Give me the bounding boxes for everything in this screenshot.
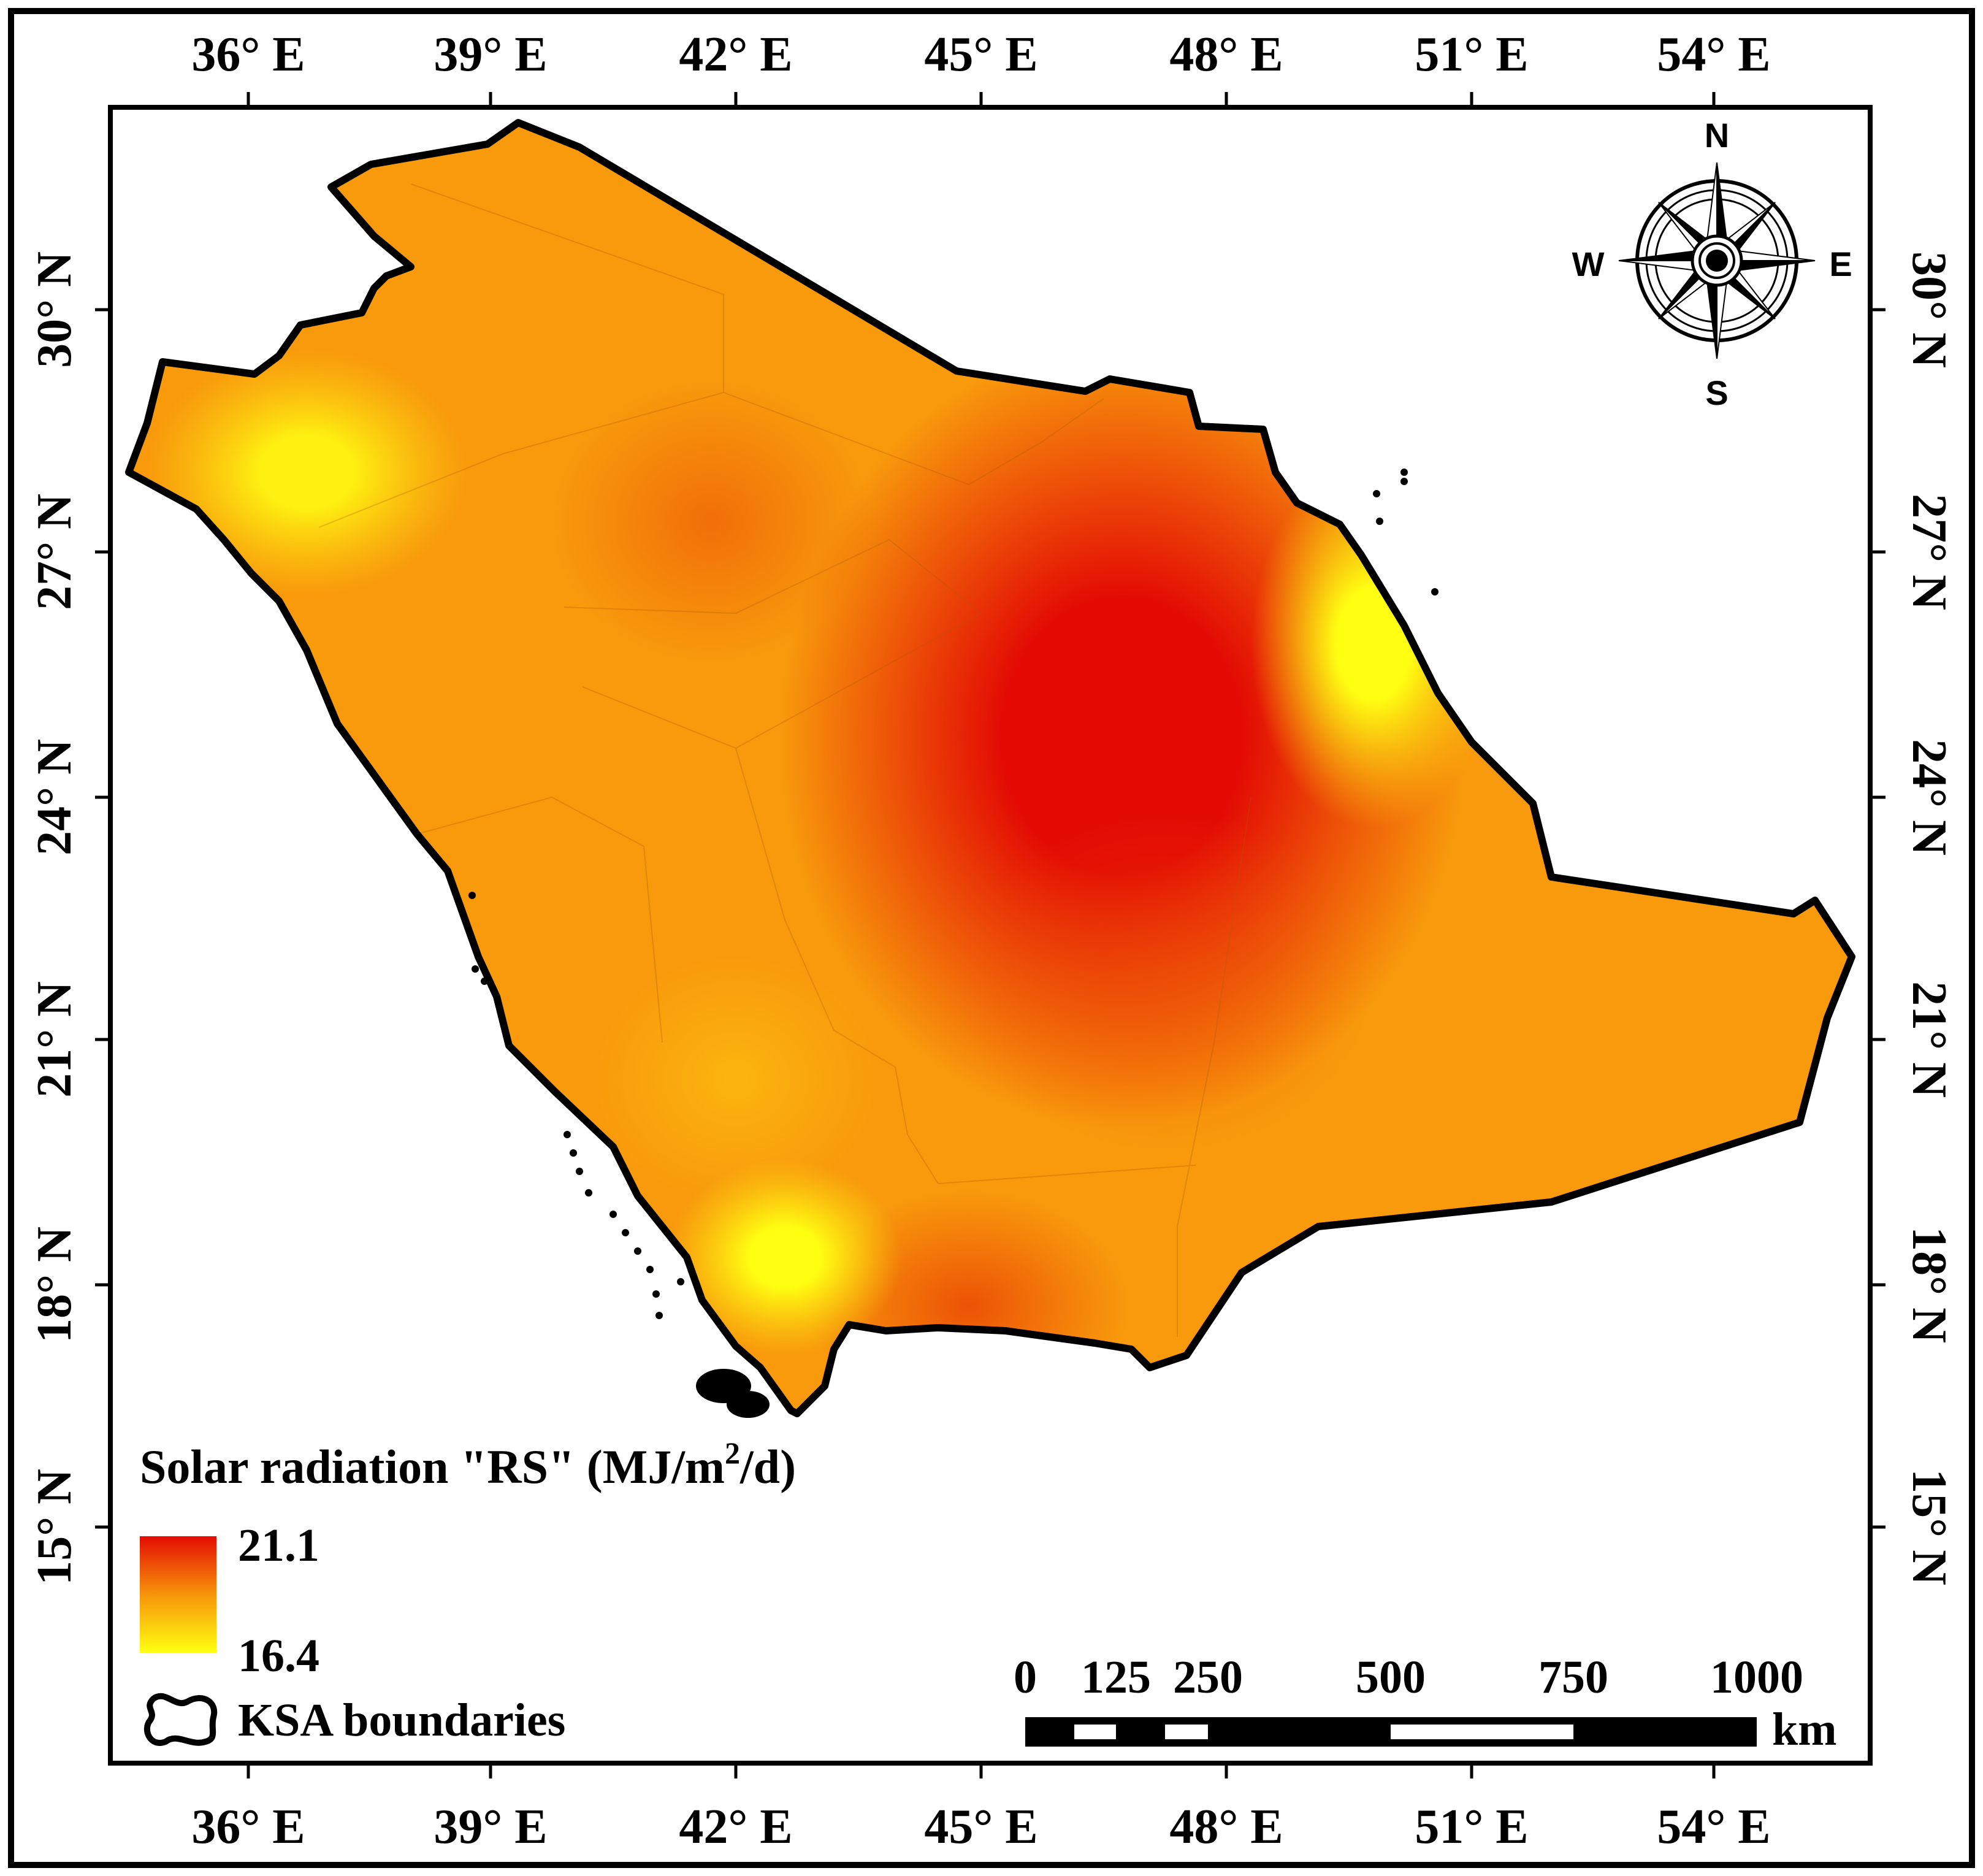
lat-label-24: 24° N <box>28 739 82 856</box>
lon-label-54-bottom: 54° E <box>1657 1800 1770 1854</box>
lon-label-45-bottom: 45° E <box>924 1800 1037 1854</box>
compass-labels: N S E W <box>1572 116 1852 412</box>
lon-label-42: 42° E <box>679 28 792 82</box>
lon-label-54: 54° E <box>1657 28 1770 82</box>
compass-west: W <box>1572 245 1605 283</box>
lat-label-30-right: 30° N <box>1902 251 1956 368</box>
radiation-mild-west <box>595 957 877 1202</box>
outer-frame <box>8 8 1975 1868</box>
lat-label-27: 27° N <box>28 494 82 610</box>
radiation-warm-east <box>957 810 1374 1153</box>
legend-boundary-label: KSA boundaries <box>238 1694 565 1746</box>
legend-max-value: 21.1 <box>238 1520 319 1571</box>
longitude-labels-bottom: 36° E 39° E 42° E 45° E 48° E 51° E 54° … <box>191 1800 1770 1854</box>
lon-label-48: 48° E <box>1169 28 1283 82</box>
lon-label-36-bottom: 36° E <box>191 1800 305 1854</box>
lon-label-42-bottom: 42° E <box>679 1800 792 1854</box>
map-frame <box>108 105 1873 1766</box>
legend-min-value: 16.4 <box>238 1630 319 1682</box>
scale-tick-250: 250 <box>1173 1652 1243 1703</box>
lat-label-24-right: 24° N <box>1902 739 1956 856</box>
radiation-coolspot-southwest <box>668 1159 901 1355</box>
scale-tick-1000: 1000 <box>1710 1652 1803 1703</box>
scale-bar-segment-white-2 <box>1165 1725 1208 1739</box>
lon-label-45: 45° E <box>924 28 1037 82</box>
latitude-labels-left: 30° N 27° N 24° N 21° N 18° N 15° N <box>28 251 82 1585</box>
solar-radiation-surface <box>129 123 1852 1414</box>
lat-label-15-right: 15° N <box>1902 1469 1956 1585</box>
compass-north: N <box>1705 116 1729 155</box>
legend-title: Solar radiation "RS" (MJ/m2/d) <box>140 1436 796 1493</box>
scale-bar-segment-white-3 <box>1391 1725 1573 1739</box>
lon-label-39: 39° E <box>434 28 547 82</box>
scale-bar-ticks: 0 125 250 500 750 1000 <box>1014 1652 1803 1703</box>
latitude-tick-marks <box>95 308 1886 1529</box>
longitude-tick-marks <box>246 92 1716 1778</box>
latitude-labels-right: 30° N 27° N 24° N 21° N 18° N 15° N <box>1902 251 1956 1585</box>
scale-tick-750: 750 <box>1538 1652 1608 1703</box>
scale-bar: 0 125 250 500 750 1000 km <box>1014 1652 1837 1755</box>
lon-label-39-bottom: 39° E <box>434 1800 547 1854</box>
scale-tick-500: 500 <box>1356 1652 1426 1703</box>
boundary-outline-icon <box>144 1693 218 1746</box>
scale-bar-unit: km <box>1772 1704 1837 1755</box>
legend-color-ramp <box>140 1536 216 1653</box>
radiation-coolspot-gulf <box>1251 460 1496 828</box>
lon-label-36: 36° E <box>191 28 305 82</box>
lat-label-18: 18° N <box>28 1227 82 1343</box>
lat-label-30: 30° N <box>28 251 82 368</box>
lat-label-21: 21° N <box>28 981 82 1098</box>
lon-label-51-bottom: 51° E <box>1415 1800 1528 1854</box>
lat-label-21-right: 21° N <box>1902 981 1956 1098</box>
lon-label-51: 51° E <box>1415 28 1528 82</box>
radiation-warm-north <box>552 380 871 662</box>
compass-east: E <box>1829 245 1852 283</box>
coastal-islands <box>468 469 1439 1418</box>
compass-rose-icon <box>1618 162 1816 359</box>
longitude-labels-top: 36° E 39° E 42° E 45° E 48° E 51° E 54° … <box>191 28 1770 82</box>
radiation-coolspot-northwest <box>147 350 466 595</box>
scale-tick-125: 125 <box>1081 1652 1151 1703</box>
ksa-boundary-outline <box>125 119 1855 1417</box>
scale-bar-segment-white-1 <box>1074 1725 1116 1739</box>
lat-label-27-right: 27° N <box>1902 494 1956 610</box>
internal-region-boundaries <box>318 183 1251 1337</box>
scale-tick-0: 0 <box>1014 1652 1037 1703</box>
compass-south: S <box>1705 373 1728 412</box>
lon-label-48-bottom: 48° E <box>1169 1800 1283 1854</box>
legend: Solar radiation "RS" (MJ/m2/d) 21.1 16.4… <box>140 1436 796 1746</box>
lat-label-18-right: 18° N <box>1902 1227 1956 1343</box>
lat-label-15: 15° N <box>28 1469 82 1585</box>
